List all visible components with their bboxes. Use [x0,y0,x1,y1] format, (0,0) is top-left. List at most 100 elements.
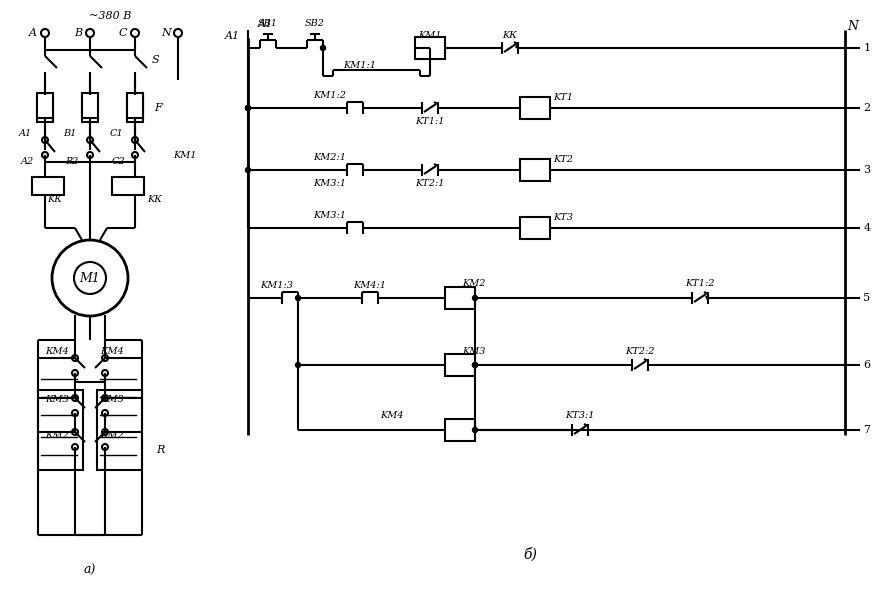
Bar [82,93,98,118]
Text: KТ3:1: KТ3:1 [565,411,595,421]
Circle shape [86,29,94,37]
Text: КМ3: КМ3 [45,395,68,405]
Circle shape [295,296,300,300]
Text: KТ2:1: KТ2:1 [415,179,444,188]
Circle shape [72,355,78,361]
Circle shape [245,168,251,172]
Text: C: C [119,28,127,38]
Text: A2: A2 [20,158,34,166]
Text: A: A [29,28,37,38]
Text: N: N [847,19,859,32]
Text: KМ2:1: KМ2:1 [314,153,347,162]
Text: KТ2: KТ2 [553,156,573,165]
Text: A1: A1 [19,129,32,137]
Text: F: F [154,103,162,113]
Text: KТ1:2: KТ1:2 [685,280,715,289]
Bar [37,93,53,118]
Circle shape [87,152,93,158]
Circle shape [74,262,106,294]
Text: KМ1:3: KМ1:3 [260,281,293,290]
Circle shape [72,370,78,376]
Text: KТ1: KТ1 [553,93,573,103]
Text: R: R [156,445,164,455]
Circle shape [472,296,477,300]
Text: 2: 2 [863,103,870,113]
Circle shape [87,137,93,143]
Circle shape [428,45,433,51]
Circle shape [295,362,300,368]
Text: KК: KК [502,31,517,41]
Circle shape [472,428,477,432]
Text: KМ1:2: KМ1:2 [314,91,347,100]
Text: KТ2:2: KТ2:2 [625,346,655,356]
Text: KК: KК [148,195,163,205]
Text: KМ2: KМ2 [462,280,485,289]
Circle shape [72,410,78,416]
Text: KМ3: KМ3 [462,346,485,356]
Text: 4: 4 [863,223,870,233]
Bar [37,94,53,122]
Text: B: B [74,28,82,38]
Circle shape [102,429,108,435]
Bar [38,390,83,470]
Circle shape [132,152,138,158]
Circle shape [102,370,108,376]
Text: KТ1:1: KТ1:1 [415,117,444,126]
Circle shape [132,137,138,143]
Circle shape [52,240,128,316]
Text: C2: C2 [111,158,124,166]
Circle shape [102,355,108,361]
Text: 6: 6 [863,360,870,370]
Circle shape [131,29,139,37]
Text: KТ3: KТ3 [553,214,573,222]
Text: B2: B2 [65,158,79,166]
Bar [127,94,143,122]
Circle shape [472,362,477,368]
Bar [520,97,550,119]
Text: 7: 7 [863,425,870,435]
Circle shape [472,362,477,368]
Text: ~380 В: ~380 В [89,11,132,21]
Text: C1: C1 [109,129,123,137]
Text: KМ1: KМ1 [173,150,196,159]
Circle shape [42,137,48,143]
Text: A1: A1 [258,19,273,29]
Circle shape [72,429,78,435]
Bar [82,94,98,122]
Text: а): а) [84,563,96,576]
Bar [415,37,445,59]
Text: КМ2: КМ2 [45,431,68,440]
Circle shape [245,106,251,110]
Text: KМ4:1: KМ4:1 [354,281,387,290]
Circle shape [41,29,49,37]
Text: KМ1: KМ1 [418,31,442,41]
Text: КМ4: КМ4 [45,348,68,356]
Circle shape [72,444,78,450]
Bar [445,419,475,441]
Circle shape [102,444,108,450]
Text: A1: A1 [225,31,240,41]
Text: N: N [161,28,171,38]
Text: 3: 3 [863,165,870,175]
Circle shape [174,29,182,37]
Bar [32,177,64,195]
Bar [520,159,550,181]
Bar [97,390,142,470]
Text: S: S [151,55,159,65]
Circle shape [245,106,251,110]
Text: 5: 5 [863,293,870,303]
Text: KМ3:1: KМ3:1 [314,179,347,188]
Text: SB1: SB1 [258,19,278,28]
Text: KК: KК [48,195,62,205]
Bar [127,93,143,118]
Text: КМ3: КМ3 [100,395,124,405]
Text: 1: 1 [863,43,870,53]
Text: КМ2: КМ2 [100,431,124,440]
Circle shape [72,395,78,401]
Circle shape [42,152,48,158]
Circle shape [102,395,108,401]
Text: KМ4: KМ4 [380,411,404,421]
Text: б): б) [523,548,537,562]
Text: КМ4: КМ4 [100,348,124,356]
Text: B1: B1 [63,129,76,137]
